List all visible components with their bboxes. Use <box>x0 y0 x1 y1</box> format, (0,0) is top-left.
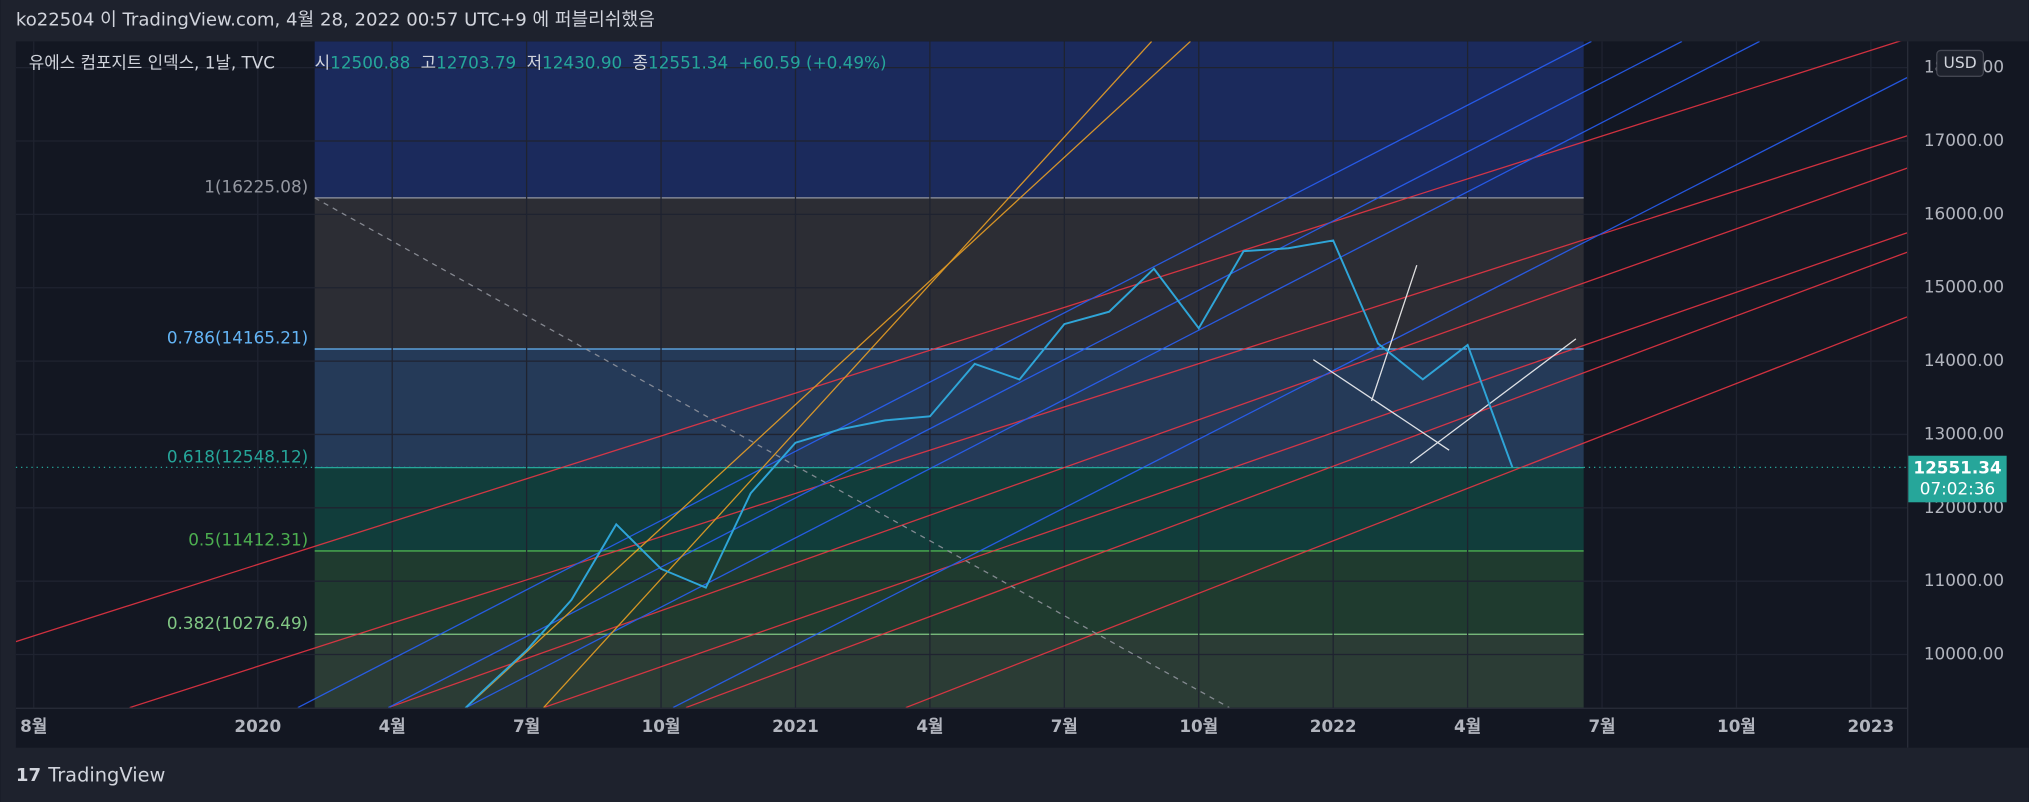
fib-label: 0.618(12548.12) <box>167 446 308 466</box>
x-tick-label: 10월 <box>1179 716 1218 736</box>
trend-line <box>129 135 1908 708</box>
currency-badge[interactable] <box>1936 49 1985 77</box>
x-tick-label: 4월 <box>1454 716 1481 736</box>
trend-line <box>543 41 1153 708</box>
pattern-line <box>1312 359 1450 451</box>
time-axis <box>15 707 1908 748</box>
x-tick-label: 8월 <box>20 716 47 736</box>
countdown: 07:02:36 <box>1920 478 1995 498</box>
price-axis <box>1907 41 2029 748</box>
drawings <box>15 41 1908 708</box>
fib-label: 0.786(14165.21) <box>167 328 308 348</box>
fib-label: 0.5(11412.31) <box>188 530 308 550</box>
fib-zone <box>314 197 1584 349</box>
pattern-line <box>1370 264 1418 402</box>
fib-zone <box>314 348 1584 468</box>
legend-symbol: 유에스 컴포지트 인덱스, 1날, TVC <box>29 52 275 72</box>
x-tick-label: 7월 <box>1588 716 1615 736</box>
y-tick-label: 17000.00 <box>1924 130 2004 150</box>
fib-label: 1(16225.08) <box>204 177 308 197</box>
price-line <box>464 239 1514 708</box>
trend-line <box>685 251 1908 708</box>
footer-brand: TradingView <box>47 764 165 787</box>
fib-label: 0.382(10276.49) <box>167 613 308 633</box>
legend-high: 12703.79 <box>436 52 516 72</box>
last-price: 12551.34 <box>1913 458 2001 478</box>
x-tick-label: 4월 <box>916 716 943 736</box>
legend-values: 시12500.88 고12703.79 저12430.90 종12551.34 +60.… <box>315 52 887 72</box>
fib-zone <box>314 550 1584 635</box>
trend-line <box>905 316 1908 708</box>
legend-change: +60.59 (+0.49%) <box>739 52 887 72</box>
legend-close: 12551.34 <box>648 52 728 72</box>
legend-low-label: 저 <box>527 52 542 72</box>
legend-ohlc: 시12500.88 고12703.79 저12430.90 종12551.34 +60.… <box>315 52 887 72</box>
legend-low: 12430.90 <box>542 52 622 72</box>
legend-open: 12500.88 <box>330 52 410 72</box>
x-tick-label: 10월 <box>1717 716 1756 736</box>
x-tick-label: 2022 <box>1310 716 1357 736</box>
logo-mark: 17 <box>16 765 41 786</box>
fib-zone <box>314 467 1584 551</box>
x-tick-label: 2021 <box>772 716 819 736</box>
y-tick-label: 15000.00 <box>1924 277 2004 297</box>
y-tick-label: 10000.00 <box>1924 644 2004 664</box>
pattern-line <box>1409 338 1577 464</box>
header-title: ko22504 이 TradingView.com, 4월 28, 2022 0… <box>16 10 655 31</box>
legend-open-label: 시 <box>315 52 330 72</box>
trend-line <box>15 41 1902 643</box>
trend-line <box>465 41 1191 708</box>
legend-high-label: 고 <box>421 52 436 72</box>
fib-trend <box>314 197 1230 708</box>
trend-line <box>388 41 1683 708</box>
x-tick-label: 4월 <box>379 716 406 736</box>
y-tick-label: 16000.00 <box>1924 203 2004 223</box>
x-tick-label: 2020 <box>234 716 281 736</box>
grid <box>15 41 1908 708</box>
y-tick-label: 14000.00 <box>1924 350 2004 370</box>
y-tick-label: 11000.00 <box>1924 570 2004 590</box>
x-tick-label: 7월 <box>1051 716 1078 736</box>
legend-close-label: 종 <box>633 52 648 72</box>
series <box>464 239 1514 708</box>
trend-line <box>543 232 1908 708</box>
trend-line <box>465 41 1760 708</box>
x-tick-label: 7월 <box>513 716 540 736</box>
x-tick-label: 2023 <box>1848 716 1895 736</box>
trend-line <box>297 41 1592 708</box>
last-price-badge <box>1908 455 2007 503</box>
trend-line <box>672 77 1908 708</box>
x-tick-label: 10월 <box>642 716 681 736</box>
currency: USD <box>1944 54 1977 72</box>
y-tick-label: 13000.00 <box>1924 423 2004 443</box>
